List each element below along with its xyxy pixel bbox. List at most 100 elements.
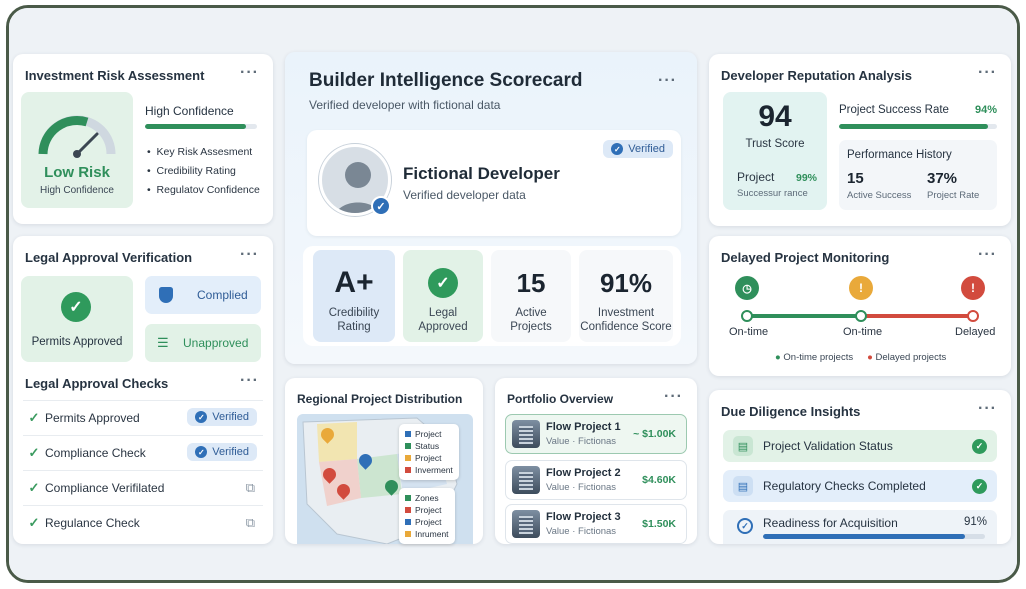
check-row[interactable]: ✓ Compliance Verifilated ⧉ — [23, 470, 263, 505]
legend-label: Inrument — [415, 529, 449, 539]
check-row[interactable]: ✓ Regulance Check ⧉ — [23, 505, 263, 540]
shield-icon — [159, 287, 173, 303]
check-icon: ✓ — [195, 446, 208, 458]
complied-chip[interactable]: Complied — [145, 276, 261, 314]
permits-approved-panel[interactable]: ✓ Permits Approved — [21, 276, 133, 362]
metric-label: Projects — [510, 321, 552, 333]
portfolio-item[interactable]: Flow Project 3 Value · Fictionas $1.50K — [505, 504, 687, 544]
verified-badge: ✓ Verified — [187, 408, 257, 426]
clipboard-icon: ▤ — [733, 436, 753, 456]
timeline-node[interactable] — [855, 310, 867, 322]
timeline-line-red — [861, 314, 971, 318]
external-link-icon[interactable]: ⧉ — [245, 515, 255, 530]
check-circle-icon: ✓ — [972, 438, 987, 454]
developer-name: Fictional Developer — [403, 164, 560, 183]
performance-history-panel: Performance History 15 Active Success 37… — [839, 140, 997, 210]
unapproved-label: Unapproved — [183, 336, 249, 350]
warning-icon: ! — [849, 276, 873, 300]
permits-label: Permits Approved — [31, 336, 123, 348]
legend-item: Status — [405, 440, 453, 452]
card-title: Investment Risk Assessment — [25, 68, 205, 83]
unapproved-chip[interactable]: ☰ Unapproved — [145, 324, 261, 362]
success-rate-value: 94% — [974, 104, 997, 116]
external-link-icon[interactable]: ⧉ — [245, 480, 255, 495]
legend-item: Project — [405, 428, 453, 440]
project-name: Flow Project 2 — [546, 467, 621, 479]
legal-card: Legal Approval Verification ··· ✓ Permit… — [13, 236, 273, 544]
legend-item: Zones — [405, 492, 449, 504]
map-legend-bottom: Zones Project Project Inrument — [399, 488, 455, 544]
project-value: Value · Fictionas — [546, 482, 617, 493]
more-options-icon[interactable]: ··· — [658, 72, 677, 89]
legend-label: On-time projects — [783, 352, 854, 363]
scorecard-title: Builder Intelligence Scorecard — [309, 70, 583, 91]
project-amount: $1.50K — [642, 518, 676, 530]
project-name: Flow Project 3 — [546, 511, 621, 523]
more-options-icon[interactable]: ··· — [240, 372, 259, 389]
legend-label: Project — [415, 453, 442, 463]
legend-label: Project — [415, 429, 442, 439]
more-options-icon[interactable]: ··· — [240, 246, 259, 263]
check-circle-icon: ✓ — [737, 518, 753, 534]
portfolio-item[interactable]: Flow Project 2 Value · Fictionas $4.60K — [505, 460, 687, 500]
timeline: ◷ ! ! On-time On-time Delayed — [709, 276, 1011, 338]
verified-badge-label: Verified — [628, 143, 665, 155]
check-icon: ✓ — [28, 480, 40, 495]
metric-label: Active — [515, 307, 547, 319]
project-amount: $4.60K — [642, 474, 676, 486]
dashboard: Investment Risk Assessment ··· Low Risk … — [9, 8, 1017, 580]
metric-label: Confidence Score — [580, 321, 672, 333]
check-row[interactable]: ✓ Permits Approved ✓ Verified — [23, 400, 263, 435]
investment-score-value: 91% — [599, 268, 653, 298]
project-pct: 99% — [795, 172, 817, 184]
metric-label: Rating — [337, 321, 371, 333]
readiness-bar — [763, 534, 985, 539]
check-icon: ✓ — [28, 445, 40, 460]
active-projects-metric: 15 Active Projects — [491, 250, 571, 342]
developer-profile: ✓ Fictional Developer Verified developer… — [307, 130, 681, 236]
active-projects-value: 15 — [516, 268, 546, 298]
more-options-icon[interactable]: ··· — [240, 64, 259, 81]
metric-label: Investment — [597, 307, 655, 319]
timeline-node[interactable] — [741, 310, 753, 322]
investment-score-metric: 91% Investment Confidence Score — [579, 250, 673, 342]
more-options-icon[interactable]: ··· — [978, 64, 997, 81]
confidence-bar-fill — [145, 124, 246, 129]
risk-gauge-panel: Low Risk High Confidence — [21, 92, 133, 208]
scorecard-subtitle: Verified developer with fictional data — [309, 98, 501, 112]
gauge-icon — [38, 115, 116, 158]
building-thumbnail — [512, 420, 540, 448]
metrics-panel: A+ Credibility Rating ✓ Legal Approved 1… — [303, 246, 681, 346]
risk-item-label: Regulatov Confidence — [156, 184, 260, 196]
diligence-card: Due Diligence Insights ··· ▤ Project Val… — [709, 390, 1011, 544]
complied-label: Complied — [197, 288, 248, 302]
building-thumbnail — [512, 510, 540, 538]
risk-card: Investment Risk Assessment ··· Low Risk … — [13, 54, 273, 224]
success-rate-label: Project Success Rate — [839, 104, 949, 116]
more-options-icon[interactable]: ··· — [978, 400, 997, 417]
project-amount: ~ $1.00K — [633, 428, 676, 440]
readiness-value: 91% — [963, 516, 987, 528]
legend-item: ● On-time projects — [775, 352, 854, 363]
diligence-row[interactable]: ▤ Regulatory Checks Completed ✓ — [723, 470, 997, 502]
project-name: Flow Project 1 — [546, 421, 621, 433]
card-title: Regional Project Distribution — [297, 392, 463, 406]
check-row[interactable]: ✓ Compliance Check ✓ Verified — [23, 435, 263, 470]
risk-item: • Credibility Rating — [147, 165, 236, 177]
more-options-icon[interactable]: ··· — [978, 246, 997, 263]
portfolio-card: Portfolio Overview ··· Flow Project 1 Va… — [495, 378, 697, 544]
alert-icon: ! — [961, 276, 985, 300]
card-title: Legal Approval Verification — [25, 250, 193, 265]
diligence-row[interactable]: ▤ Project Validation Status ✓ — [723, 430, 997, 462]
verified-badge-label: Verified — [212, 446, 249, 458]
portfolio-item[interactable]: Flow Project 1 Value · Fictionas ~ $1.00… — [505, 414, 687, 454]
delayed-card: Delayed Project Monitoring ··· ◷ ! ! On-… — [709, 236, 1011, 376]
legal-metric: ✓ Legal Approved — [403, 250, 483, 342]
stage-label: On-time — [729, 326, 769, 338]
risk-item-label: Credibility Rating — [156, 165, 236, 177]
card-title: Due Diligence Insights — [721, 404, 861, 419]
timeline-node[interactable] — [967, 310, 979, 322]
more-options-icon[interactable]: ··· — [664, 388, 683, 405]
legend-item: Project — [405, 504, 449, 516]
avatar — [319, 144, 391, 216]
